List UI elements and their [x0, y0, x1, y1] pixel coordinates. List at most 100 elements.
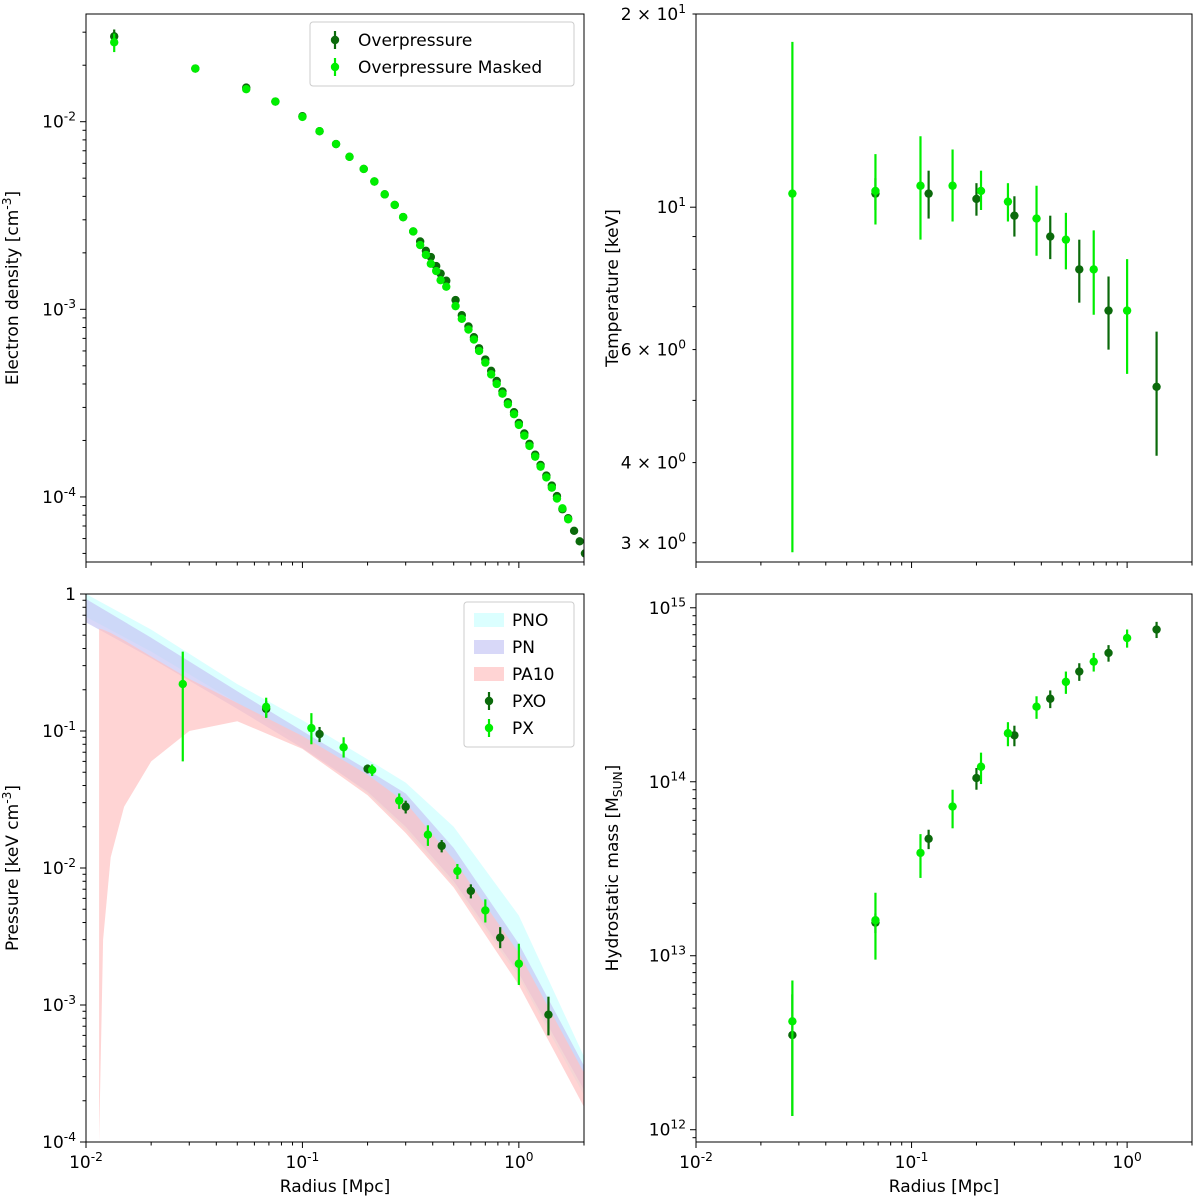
x-axis-label: Radius [Mpc]	[889, 1177, 999, 1197]
data-point	[390, 200, 399, 210]
panel-bottom-left: 10-2 10-1 100 1 10-1 10-2 10-3 10-4 Radius [Mpc]…	[0, 585, 585, 1197]
axes-frame	[695, 593, 1193, 1143]
data-point	[345, 152, 354, 161]
data-point	[1032, 702, 1041, 711]
legend: PNO PN PA10 PXO PX	[463, 601, 575, 748]
x-tick-label: 100	[504, 1150, 533, 1173]
data-point	[1046, 694, 1055, 703]
data-point	[481, 358, 490, 367]
data-point	[331, 139, 341, 149]
data-point	[242, 85, 251, 94]
data-point	[437, 841, 446, 851]
data-point	[191, 64, 200, 73]
legend-item-pa10: PA10	[474, 665, 554, 685]
data-point	[401, 802, 410, 811]
y-tick-label: 1013	[649, 944, 686, 967]
data-point	[544, 1010, 553, 1019]
legend-marker	[484, 696, 494, 706]
x-ticks: 10-2 10-1 100	[69, 1142, 585, 1173]
data-point	[261, 702, 271, 712]
data-point	[948, 802, 957, 811]
data-point	[415, 240, 425, 250]
data-point	[481, 906, 490, 915]
legend-label: PN	[512, 638, 535, 658]
data-point	[972, 194, 981, 204]
data-point	[486, 370, 496, 379]
legend-box	[309, 21, 575, 87]
y-tick-label: 10-4	[42, 485, 76, 508]
data-point	[1061, 677, 1071, 687]
plot-area	[788, 621, 1161, 1116]
y-tick-label: 2 × 101	[621, 2, 686, 25]
data-point	[1104, 306, 1113, 315]
y-ticks: 10-2 10-3 10-4	[42, 31, 86, 554]
data-point	[788, 189, 797, 198]
legend-marker	[330, 35, 340, 45]
data-point	[359, 164, 368, 174]
data-point	[580, 549, 584, 558]
panel-bottom-right: 10-2 10-1 100 1015 1014 1013 1012 Radius [Mpc] H…	[603, 593, 1193, 1197]
data-point	[421, 250, 431, 260]
data-point	[307, 723, 316, 733]
legend-item-pxo: PXO	[484, 692, 546, 712]
legend-item-pno: PNO	[474, 611, 548, 631]
data-point	[1122, 306, 1132, 315]
legend-swatch	[474, 667, 504, 681]
axes-frame	[695, 13, 1193, 563]
data-point	[453, 866, 462, 876]
x-axis-label: Radius [Mpc]	[280, 1177, 390, 1197]
panel-top-right: 2 × 101 101 6 × 100 4 × 100 3 × 100 Temperatu…	[603, 2, 1193, 568]
data-point	[547, 483, 557, 492]
y-tick-label: 3 × 100	[621, 531, 686, 554]
legend-label: PX	[512, 719, 534, 739]
plot-area	[86, 594, 584, 1142]
data-point	[1075, 667, 1084, 676]
y-tick-label: 1015	[649, 596, 686, 619]
data-point	[451, 301, 460, 311]
data-point	[536, 462, 545, 471]
series-dark-green	[871, 170, 1161, 456]
legend-swatch	[474, 640, 504, 654]
series-light-green	[788, 41, 1132, 553]
data-point	[514, 959, 524, 968]
series-dark-green	[788, 621, 1161, 1116]
x-tick-label: 10-2	[69, 1150, 103, 1173]
data-point	[916, 848, 925, 858]
x-tick-label: 10-2	[679, 1150, 713, 1173]
data-point	[395, 796, 404, 805]
data-point	[1010, 731, 1019, 740]
data-point	[1089, 657, 1098, 666]
data-point	[457, 314, 466, 324]
legend-box	[463, 601, 575, 748]
data-point	[520, 431, 529, 440]
data-point	[271, 97, 280, 106]
legend-label: Overpressure Masked	[358, 58, 542, 78]
data-point	[442, 282, 451, 291]
data-point	[924, 834, 933, 844]
y-tick-label: 10-3	[42, 993, 76, 1016]
data-point	[423, 830, 433, 839]
data-point	[1032, 214, 1041, 223]
data-point	[1152, 382, 1161, 391]
legend-marker	[484, 723, 494, 733]
legend-item-overpressure-masked: Overpressure Masked	[330, 58, 542, 78]
data-point	[436, 275, 445, 285]
y-tick-label: 6 × 100	[621, 337, 686, 360]
data-point	[1089, 265, 1098, 274]
x-ticks: 10-2 10-1 100	[679, 1142, 1193, 1173]
data-point	[1010, 211, 1019, 220]
y-tick-label: 1012	[649, 1118, 686, 1141]
y-tick-label: 10-3	[42, 297, 76, 320]
y-tick-label: 4 × 100	[621, 450, 686, 473]
data-point	[542, 473, 551, 482]
y-tick-label: 10-2	[42, 856, 76, 879]
data-point	[569, 526, 579, 535]
data-point	[558, 504, 567, 513]
y-axis-label: Electron density [cm-3]	[0, 191, 23, 385]
panel-top-left: 10-2 10-3 10-4 Electron density [cm-3] Overp…	[0, 13, 585, 568]
legend-label: PA10	[512, 665, 554, 685]
data-point	[976, 186, 986, 196]
data-point	[110, 38, 119, 47]
data-point	[431, 266, 441, 276]
